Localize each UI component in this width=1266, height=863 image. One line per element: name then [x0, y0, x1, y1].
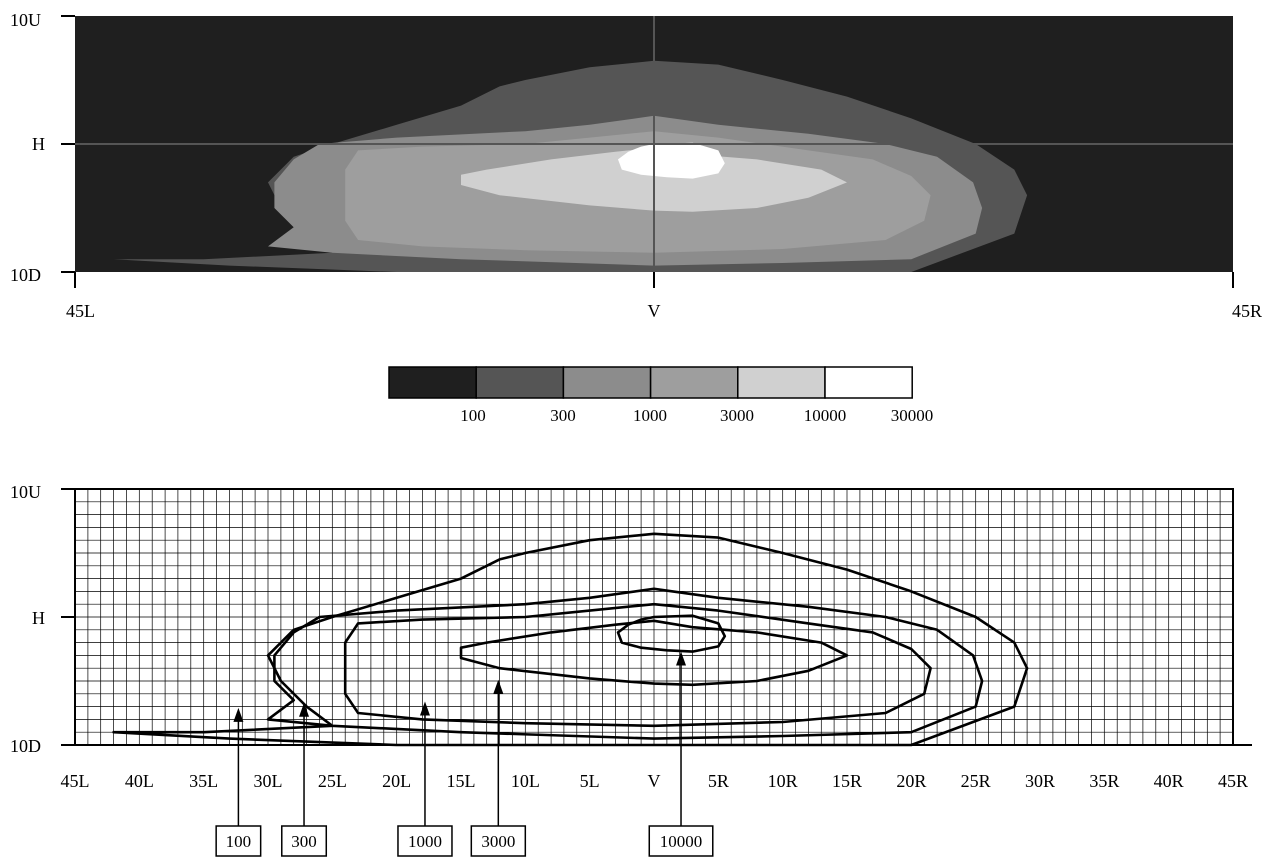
callout-label: 3000 [481, 832, 515, 851]
callout-arrowhead [676, 651, 687, 666]
x-tick-25R: 25R [961, 771, 991, 791]
x-tick-V: V [648, 301, 661, 321]
isolux-line-10000 [616, 614, 727, 653]
callout-label: 100 [226, 832, 252, 851]
x-tick-45R: 45R [1232, 301, 1262, 321]
x-tick-10R: 10R [768, 771, 798, 791]
callout-arrowhead [493, 679, 504, 694]
isolux-line-1000 [343, 602, 932, 728]
callout-300: 300 [281, 702, 328, 857]
intensity-region-10000 [618, 142, 725, 179]
y-tick-10U: 10U [10, 482, 41, 502]
x-tick-15R: 15R [832, 771, 862, 791]
isolux-line-100 [112, 532, 1029, 747]
callout-box [397, 825, 453, 857]
x-tick-45R: 45R [1218, 771, 1248, 791]
x-tick-30R: 30R [1025, 771, 1055, 791]
legend-label-300: 300 [550, 406, 576, 425]
callout-box [215, 825, 262, 857]
callout-3000: 3000 [470, 679, 527, 857]
callout-arrowhead [299, 702, 310, 717]
legend-label-1000: 1000 [633, 406, 667, 425]
y-tick-10D: 10D [10, 736, 41, 756]
callout-arrowhead [233, 707, 244, 722]
color-legend: 100 300 1000 3000 10000 30000 [388, 366, 934, 425]
legend-label-10000: 10000 [804, 406, 847, 425]
x-tick-35L: 35L [189, 771, 218, 791]
x-tick-5R: 5R [708, 771, 729, 791]
y-tick-H: H [32, 608, 45, 628]
x-tick-45L: 45L [61, 771, 90, 791]
x-tick-25L: 25L [318, 771, 347, 791]
callout-label: 1000 [408, 832, 442, 851]
callout-label: 300 [291, 832, 317, 851]
legend-swatch-4 [649, 366, 739, 399]
isolux-line-3000 [459, 619, 849, 687]
callout-box [648, 825, 714, 857]
x-tick-40R: 40R [1154, 771, 1184, 791]
callout-box [470, 825, 527, 857]
callout-10000: 10000 [648, 651, 714, 857]
y-tick-10U: 10U [10, 10, 41, 30]
legend-swatch-5 [737, 366, 826, 399]
legend-label-3000: 3000 [720, 406, 754, 425]
legend-swatch-3 [562, 366, 652, 399]
legend-swatch-6 [824, 366, 913, 399]
callout-arrowhead [419, 701, 430, 716]
x-tick-V: V [648, 771, 661, 791]
x-tick-10L: 10L [511, 771, 540, 791]
callout-label: 10000 [660, 832, 703, 851]
y-tick-H: H [32, 134, 45, 154]
y-tick-10D: 10D [10, 265, 41, 285]
x-tick-40L: 40L [125, 771, 154, 791]
x-tick-35R: 35R [1089, 771, 1119, 791]
isolux-contour-chart: 10U H 10D 45L 40L 35L 30L 25L 20L 15L 10L 5L V 5R 1… [10, 482, 1252, 857]
intensity-map: 10U H 10D 45L V 45R [10, 10, 1262, 321]
x-tick-20R: 20R [896, 771, 926, 791]
legend-swatch-1 [388, 366, 477, 399]
callout-box [281, 825, 328, 857]
isolux-line-300 [266, 587, 984, 740]
callout-1000: 1000 [397, 701, 453, 857]
x-tick-5L: 5L [580, 771, 600, 791]
x-tick-20L: 20L [382, 771, 411, 791]
legend-label-100: 100 [460, 406, 486, 425]
legend-swatch-2 [475, 366, 565, 399]
callout-100: 100 [215, 707, 262, 857]
x-tick-45L: 45L [66, 301, 95, 321]
x-tick-15L: 15L [447, 771, 476, 791]
legend-label-30000: 30000 [891, 406, 934, 425]
x-tick-30L: 30L [254, 771, 283, 791]
